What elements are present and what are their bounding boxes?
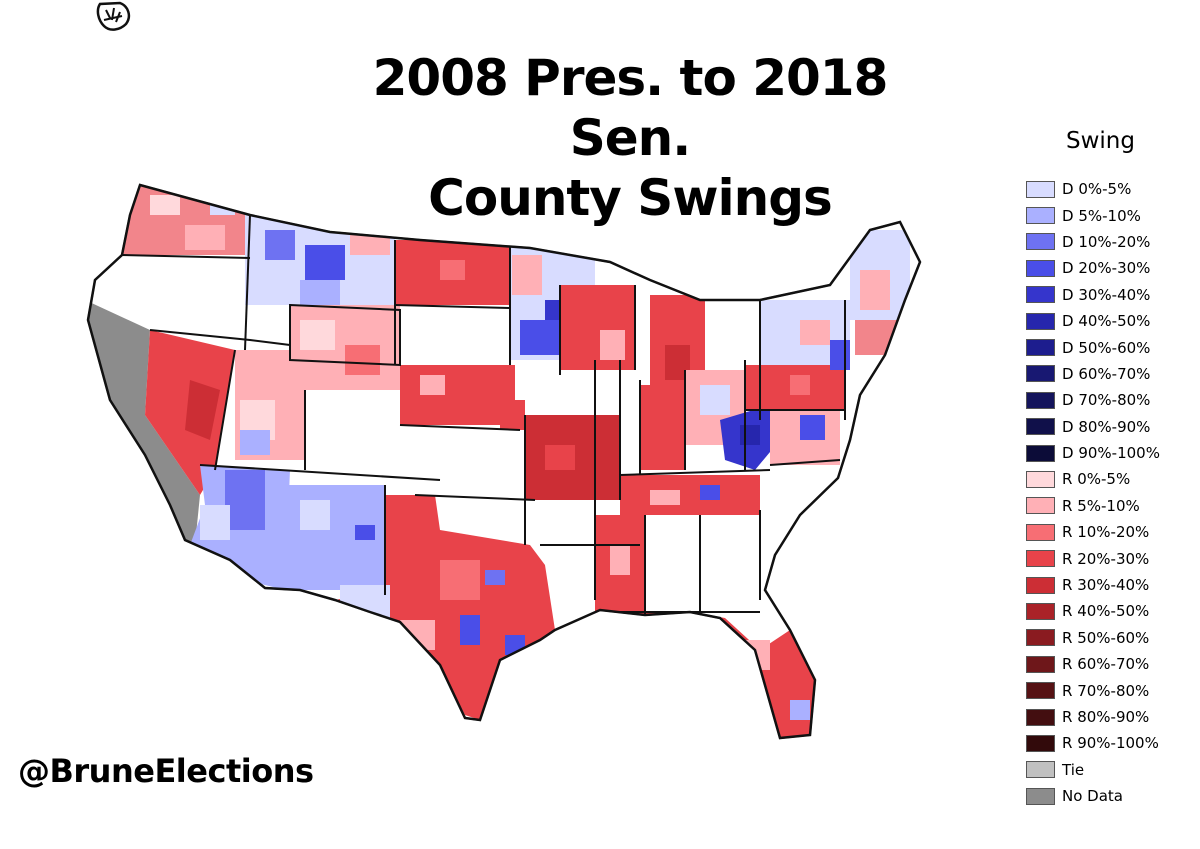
- legend-swatch: [1026, 365, 1055, 383]
- legend-item: R 5%-10%: [1026, 493, 1196, 519]
- legend-label: D 30%-40%: [1062, 285, 1151, 304]
- map-title: 2008 Pres. to 2018 Sen. County Swings: [330, 48, 930, 228]
- legend-label: D 90%-100%: [1062, 444, 1160, 463]
- legend-swatch: [1026, 576, 1055, 594]
- legend-swatch: [1026, 602, 1055, 620]
- legend-swatch: [1026, 734, 1055, 752]
- legend-label: D 10%-20%: [1062, 232, 1151, 251]
- legend-item: R 60%-70%: [1026, 651, 1196, 677]
- legend-swatch: [1026, 550, 1055, 568]
- legend-item: R 20%-30%: [1026, 545, 1196, 571]
- legend-items: D 0%-5% D 5%-10% D 10%-20% D 20%-30% D 30%-4…: [1026, 176, 1196, 809]
- legend-item: D 20%-30%: [1026, 255, 1196, 281]
- legend-label: D 80%-90%: [1062, 417, 1151, 436]
- legend-swatch: [1026, 207, 1055, 225]
- legend-swatch: [1026, 682, 1055, 700]
- legend-swatch: [1026, 339, 1055, 357]
- legend-swatch: [1026, 312, 1055, 330]
- legend-label: R 40%-50%: [1062, 602, 1150, 621]
- legend-label: R 50%-60%: [1062, 628, 1150, 647]
- legend-item: D 70%-80%: [1026, 387, 1196, 413]
- legend-swatch: [1026, 708, 1055, 726]
- legend-swatch: [1026, 444, 1055, 462]
- legend-label: R 70%-80%: [1062, 681, 1150, 700]
- legend-label: R 5%-10%: [1062, 496, 1140, 515]
- legend-item: D 10%-20%: [1026, 229, 1196, 255]
- legend-title: Swing: [1066, 128, 1135, 154]
- legend-label: D 60%-70%: [1062, 364, 1151, 383]
- legend-item: D 40%-50%: [1026, 308, 1196, 334]
- legend-label: D 5%-10%: [1062, 206, 1141, 225]
- legend-swatch: [1026, 286, 1055, 304]
- legend-label: R 90%-100%: [1062, 734, 1159, 753]
- legend-swatch: [1026, 391, 1055, 409]
- map-title-line1: 2008 Pres. to 2018 Sen.: [372, 49, 889, 167]
- legend-label: D 40%-50%: [1062, 312, 1151, 331]
- legend-label: D 20%-30%: [1062, 259, 1151, 278]
- legend-swatch: [1026, 497, 1055, 515]
- legend-swatch: [1026, 259, 1055, 277]
- legend-swatch: [1026, 180, 1055, 198]
- legend-item: R 30%-40%: [1026, 572, 1196, 598]
- legend-item: R 50%-60%: [1026, 625, 1196, 651]
- legend-item: R 70%-80%: [1026, 677, 1196, 703]
- legend-label: Tie: [1062, 760, 1085, 779]
- legend-swatch: [1026, 233, 1055, 251]
- legend-swatch: [1026, 523, 1055, 541]
- legend-item: R 40%-50%: [1026, 598, 1196, 624]
- legend-label: R 30%-40%: [1062, 576, 1150, 595]
- corner-mark-icon: [96, 1, 131, 31]
- legend-item: D 50%-60%: [1026, 334, 1196, 360]
- credit-handle: @BruneElections: [18, 752, 314, 790]
- legend-item: R 90%-100%: [1026, 730, 1196, 756]
- legend-swatch: [1026, 470, 1055, 488]
- legend-item: D 60%-70%: [1026, 361, 1196, 387]
- state-borders: [119, 214, 846, 615]
- legend-label: D 70%-80%: [1062, 391, 1151, 410]
- map-title-line2: County Swings: [428, 169, 833, 227]
- legend-label: R 20%-30%: [1062, 549, 1150, 568]
- legend-swatch: [1026, 655, 1055, 673]
- legend-label: D 0%-5%: [1062, 180, 1132, 199]
- legend-label: R 0%-5%: [1062, 470, 1131, 489]
- legend-item: R 10%-20%: [1026, 519, 1196, 545]
- legend-item: R 80%-90%: [1026, 704, 1196, 730]
- legend-swatch: [1026, 629, 1055, 647]
- legend-swatch: [1026, 761, 1055, 779]
- legend-item: R 0%-5%: [1026, 466, 1196, 492]
- legend-item: No Data: [1026, 783, 1196, 809]
- legend-swatch: [1026, 787, 1055, 805]
- legend-item: D 80%-90%: [1026, 414, 1196, 440]
- legend-label: R 80%-90%: [1062, 708, 1150, 726]
- legend-label: R 10%-20%: [1062, 523, 1150, 542]
- legend-item: D 5%-10%: [1026, 202, 1196, 228]
- legend-item: Tie: [1026, 757, 1196, 783]
- legend-swatch: [1026, 418, 1055, 436]
- legend-item: D 0%-5%: [1026, 176, 1196, 202]
- legend-item: D 90%-100%: [1026, 440, 1196, 466]
- legend-label: No Data: [1062, 787, 1123, 806]
- legend-item: D 30%-40%: [1026, 282, 1196, 308]
- us-county-swing-map: [86, 183, 922, 740]
- legend-label: D 50%-60%: [1062, 338, 1151, 357]
- legend: Swing D 0%-5% D 5%-10% D 10%-20% D 20%-30% D…: [1026, 128, 1196, 809]
- legend-label: R 60%-70%: [1062, 655, 1150, 674]
